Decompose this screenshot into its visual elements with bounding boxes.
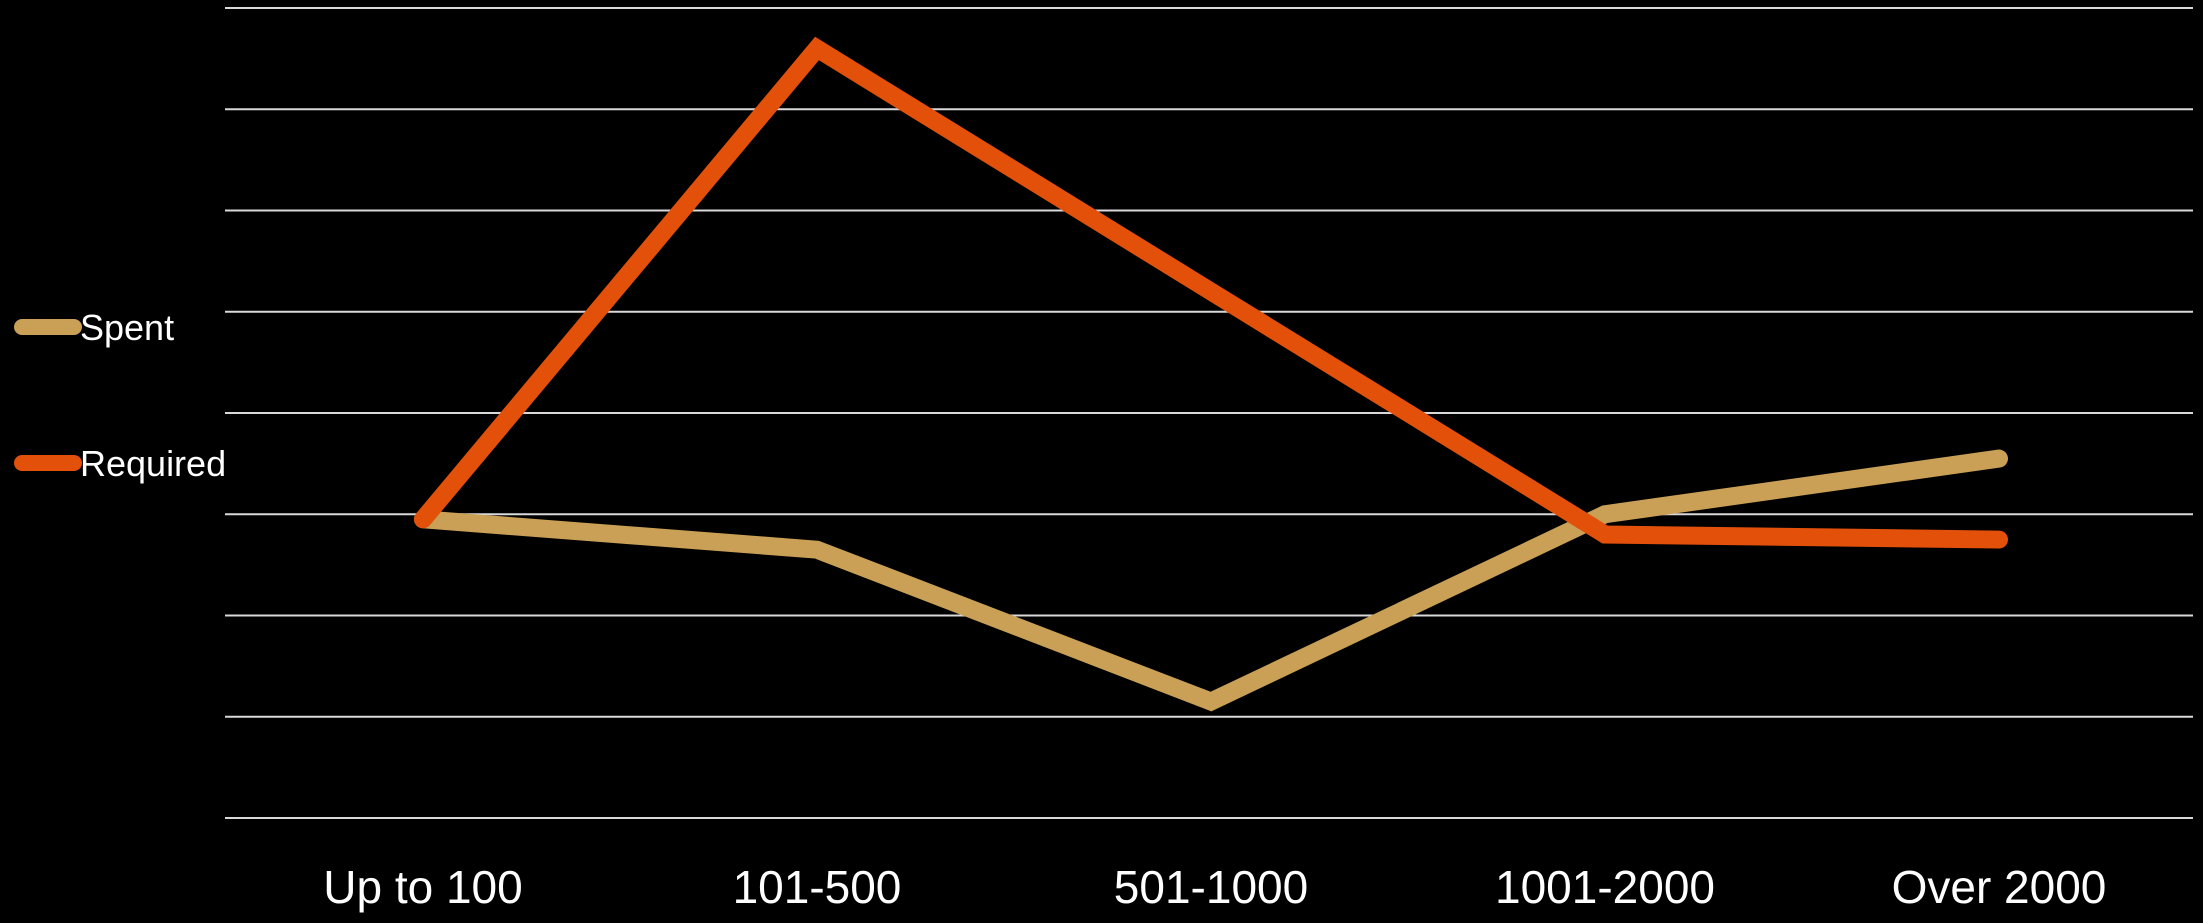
x-tick-labels: Up to 100 101-500 501-1000 1001-2000 Over 20… [323, 861, 2106, 913]
x-tick-label: 501-1000 [1114, 861, 1308, 913]
legend-label-required: Required [80, 443, 226, 484]
legend-label-spent: Spent [80, 307, 174, 348]
legend: Spent Required [14, 307, 226, 484]
x-tick-label: Up to 100 [323, 861, 522, 913]
series-line-spent [414, 449, 2008, 712]
x-tick-label: Over 2000 [1892, 861, 2107, 913]
series-lines [414, 36, 2008, 712]
x-tick-label: 1001-2000 [1495, 861, 1715, 913]
gridlines [225, 7, 2193, 819]
x-tick-label: 101-500 [733, 861, 902, 913]
series-line-required [414, 36, 2008, 549]
